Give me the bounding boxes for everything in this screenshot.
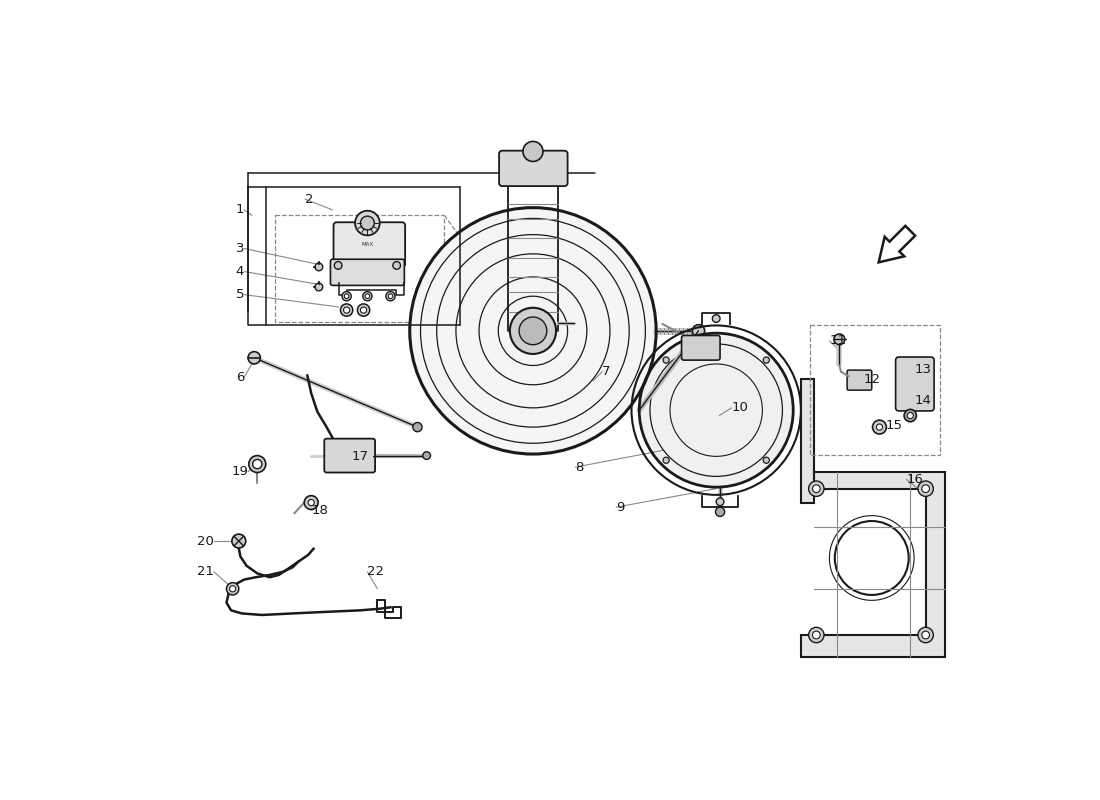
Circle shape — [308, 499, 315, 506]
Text: 15: 15 — [886, 419, 903, 432]
Circle shape — [922, 485, 930, 493]
Circle shape — [813, 631, 821, 639]
Text: 6: 6 — [235, 370, 244, 383]
Circle shape — [813, 485, 821, 493]
Circle shape — [341, 304, 353, 316]
Text: 7: 7 — [603, 365, 611, 378]
Circle shape — [917, 481, 933, 496]
Text: 20: 20 — [197, 534, 215, 547]
Circle shape — [305, 496, 318, 510]
Circle shape — [230, 586, 235, 592]
Circle shape — [715, 507, 725, 517]
Circle shape — [519, 317, 547, 345]
Text: 19: 19 — [231, 466, 249, 478]
Circle shape — [361, 216, 374, 230]
Circle shape — [232, 534, 245, 548]
FancyBboxPatch shape — [333, 222, 405, 267]
Text: 10: 10 — [732, 402, 748, 414]
Circle shape — [639, 333, 793, 487]
Circle shape — [713, 314, 721, 322]
Circle shape — [835, 521, 909, 595]
Text: 14: 14 — [914, 394, 931, 406]
Circle shape — [249, 352, 261, 364]
Circle shape — [872, 420, 887, 434]
Circle shape — [908, 413, 913, 418]
Circle shape — [388, 294, 393, 298]
FancyBboxPatch shape — [499, 150, 568, 186]
Text: 9: 9 — [616, 501, 625, 514]
Circle shape — [510, 308, 557, 354]
FancyBboxPatch shape — [847, 370, 871, 390]
Bar — [810, 326, 939, 455]
Text: 2: 2 — [305, 193, 314, 206]
Circle shape — [358, 304, 370, 316]
Circle shape — [663, 357, 669, 363]
Text: 8: 8 — [575, 461, 584, 474]
Circle shape — [412, 422, 422, 432]
Circle shape — [315, 263, 322, 270]
Circle shape — [422, 452, 430, 459]
Circle shape — [343, 307, 350, 313]
Text: 4: 4 — [235, 265, 244, 278]
Circle shape — [249, 455, 266, 473]
Text: 18: 18 — [311, 504, 328, 517]
Text: 17: 17 — [352, 450, 368, 463]
Circle shape — [834, 334, 845, 345]
Circle shape — [363, 291, 372, 301]
Circle shape — [344, 294, 349, 298]
Text: 1: 1 — [235, 203, 244, 217]
Circle shape — [917, 627, 933, 642]
Text: 11: 11 — [829, 334, 846, 347]
Circle shape — [409, 208, 656, 454]
FancyBboxPatch shape — [682, 335, 720, 360]
Circle shape — [904, 410, 916, 422]
Polygon shape — [879, 226, 915, 262]
Circle shape — [361, 307, 366, 313]
Circle shape — [877, 424, 882, 430]
Text: 22: 22 — [367, 566, 384, 578]
Text: 3: 3 — [235, 242, 244, 255]
FancyBboxPatch shape — [895, 357, 934, 411]
Circle shape — [808, 627, 824, 642]
Circle shape — [342, 291, 351, 301]
Circle shape — [763, 457, 769, 463]
Circle shape — [522, 142, 543, 162]
Text: MAX: MAX — [361, 242, 374, 247]
Circle shape — [365, 294, 370, 298]
Polygon shape — [801, 379, 945, 657]
Circle shape — [393, 262, 400, 270]
Circle shape — [334, 262, 342, 270]
Circle shape — [692, 325, 705, 337]
Circle shape — [227, 582, 239, 595]
Circle shape — [763, 357, 769, 363]
Text: 21: 21 — [197, 566, 215, 578]
FancyBboxPatch shape — [324, 438, 375, 473]
Circle shape — [386, 291, 395, 301]
Text: 5: 5 — [235, 288, 244, 301]
Text: 13: 13 — [914, 363, 931, 376]
FancyBboxPatch shape — [330, 259, 405, 286]
Circle shape — [355, 210, 380, 235]
Circle shape — [253, 459, 262, 469]
Circle shape — [808, 481, 824, 496]
Bar — [275, 215, 444, 322]
Circle shape — [922, 631, 930, 639]
Circle shape — [716, 498, 724, 506]
Text: 16: 16 — [906, 473, 923, 486]
Circle shape — [663, 457, 669, 463]
Text: 12: 12 — [865, 373, 881, 386]
Circle shape — [315, 283, 322, 291]
